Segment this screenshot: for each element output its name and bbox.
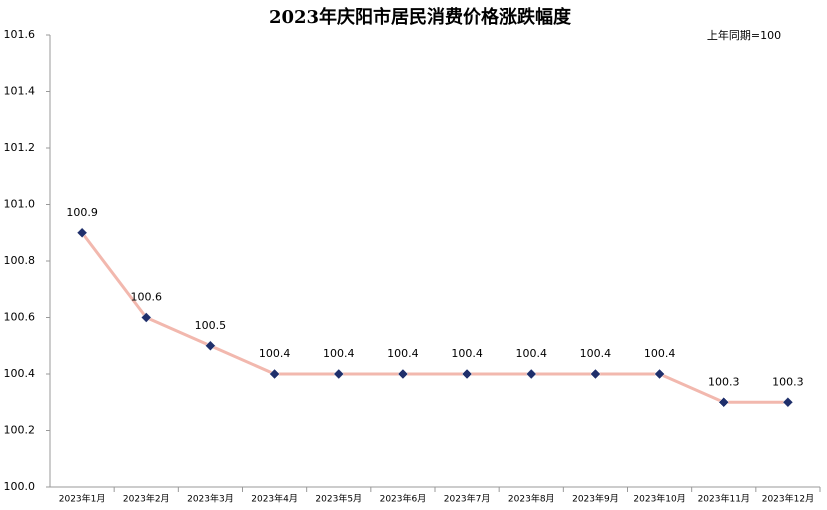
- data-label: 100.4: [451, 347, 483, 360]
- data-label: 100.4: [516, 347, 548, 360]
- data-label: 100.3: [772, 375, 804, 388]
- marker: [461, 368, 473, 380]
- x-tick-label: 2023年8月: [508, 493, 555, 505]
- x-tick-label: 2023年11月: [698, 493, 750, 505]
- x-tick-label: 2023年10月: [633, 493, 685, 505]
- marker: [654, 368, 665, 380]
- chart-title: 2023年庆阳市居民消费价格涨跌幅度: [269, 6, 572, 28]
- x-tick-label: 2023年1月: [59, 493, 106, 505]
- data-label: 100.4: [580, 347, 612, 360]
- y-tick-label: 101.2: [4, 141, 36, 154]
- marker: [590, 368, 601, 380]
- marker: [205, 340, 216, 352]
- y-tick-label: 100.4: [4, 367, 36, 380]
- x-tick-label: 2023年4月: [251, 493, 298, 505]
- marker: [718, 396, 730, 408]
- y-tick-label: 101.4: [4, 85, 36, 98]
- x-tick-label: 2023年7月: [444, 493, 491, 505]
- data-label: 100.4: [259, 347, 291, 360]
- data-label: 100.4: [387, 347, 419, 360]
- y-tick-label: 100.0: [4, 480, 36, 493]
- x-tick-label: 2023年6月: [380, 493, 427, 505]
- annotation: 上年同期=100: [707, 28, 781, 42]
- x-tick-label: 2023年2月: [123, 493, 170, 505]
- marker: [140, 312, 152, 323]
- marker: [333, 368, 345, 380]
- y-tick-label: 101.0: [4, 198, 36, 211]
- y-tick-label: 100.8: [4, 254, 36, 267]
- series-line: [80, 231, 788, 404]
- marker: [525, 368, 537, 380]
- data-label: 100.4: [323, 347, 355, 360]
- y-tick-label: 100.6: [4, 311, 36, 324]
- marker: [397, 368, 409, 380]
- x-tick-label: 2023年9月: [572, 493, 619, 505]
- marker: [76, 227, 88, 239]
- x-tick-label: 2023年12月: [762, 493, 814, 505]
- y-tick-label: 101.6: [4, 28, 36, 41]
- data-label: 100.9: [66, 206, 98, 219]
- y-tick-label: 100.2: [4, 424, 36, 437]
- data-label: 100.4: [644, 347, 676, 360]
- marker: [269, 368, 280, 380]
- x-tick-label: 2023年3月: [187, 493, 234, 505]
- data-label: 100.5: [195, 319, 227, 332]
- data-label: 100.3: [708, 375, 740, 388]
- marker: [782, 396, 794, 408]
- x-tick-label: 2023年5月: [315, 493, 362, 505]
- data-label: 100.6: [131, 291, 163, 304]
